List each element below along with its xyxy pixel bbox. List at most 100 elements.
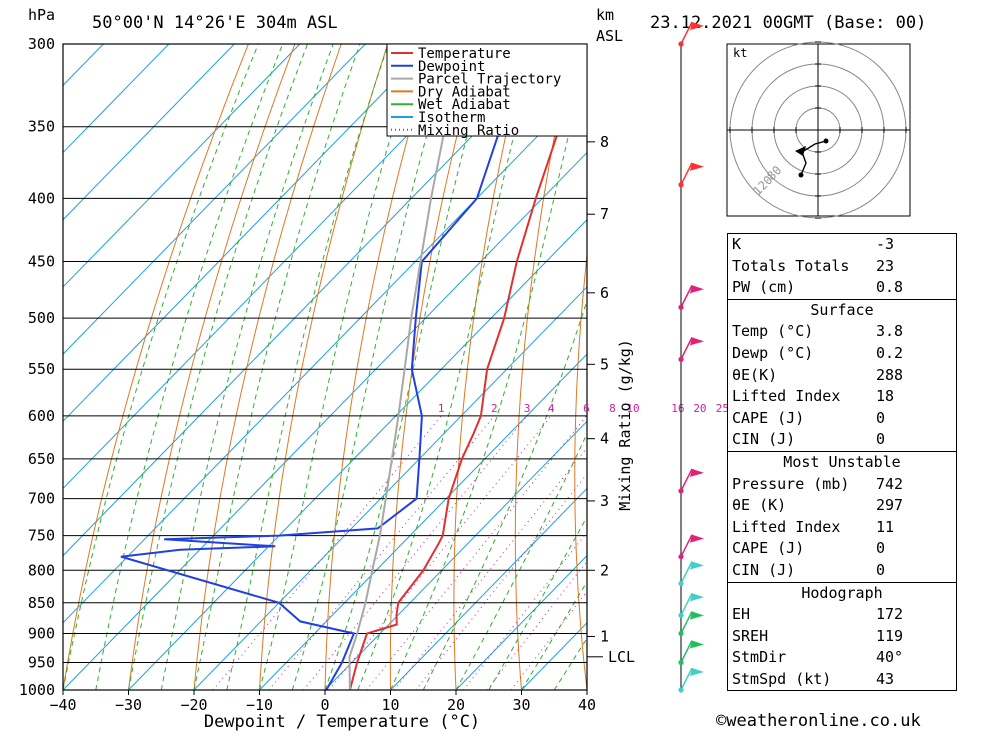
wind-barb-staff: [680, 561, 693, 584]
footer-credit[interactable]: ©weatheronline.co.uk: [716, 711, 921, 731]
x-tick-label: 20: [447, 696, 465, 714]
legend-entry: Temperature: [418, 46, 511, 62]
precipitable-water-row: PW (cm) 0.8: [732, 278, 904, 297]
wind-barb: [678, 561, 704, 587]
wind-barb-staff: [680, 592, 693, 616]
mixing-ratio-line: [303, 415, 528, 690]
x-tick-label: 40: [578, 696, 596, 714]
mixing-ratio-label: 1: [438, 402, 445, 415]
pressure-unit-label: hPa: [28, 6, 56, 24]
wind-barb: [678, 592, 704, 618]
height-unit-km: km: [596, 6, 615, 24]
wind-barb-staff: [680, 337, 693, 360]
wind-barb-flag: [690, 611, 704, 620]
dry-adiabat-line: [324, 44, 435, 690]
height-tick-label: 2: [600, 561, 609, 579]
wind-barb-flag: [690, 668, 704, 676]
mu-cape-row: CAPE (J) 0: [732, 539, 886, 558]
height-tick-label: 7: [600, 205, 609, 223]
pressure-tick-label: 600: [28, 407, 55, 425]
wet-adiabat-line: [193, 44, 361, 690]
isotherm-line: [63, 44, 432, 422]
pressure-tick-label: 850: [28, 594, 55, 612]
isotherm-line: [63, 44, 366, 355]
isotherm-line: [63, 44, 170, 154]
pressure-tick-label: 300: [28, 35, 55, 53]
wet-adiabat-line: [488, 515, 587, 690]
x-tick-label: 30: [512, 696, 530, 714]
hodograph-section-title: Hodograph: [728, 581, 956, 605]
wet-adiabat-line: [390, 55, 587, 690]
legend-entry: Mixing Ratio: [418, 123, 519, 139]
wind-barb: [678, 640, 704, 666]
surface-theta-e-row: θE(K) 288: [732, 365, 904, 384]
pressure-tick-label: 350: [28, 118, 55, 136]
isotherm-line: [193, 286, 587, 690]
mixing-ratio-label: 2: [491, 402, 498, 415]
height-tick-label: 3: [600, 492, 609, 510]
station-location: 50°00'N 14°26'E 304m ASL: [92, 13, 338, 33]
wind-barb-flag: [690, 561, 704, 570]
pressure-tick-label: 1000: [19, 681, 55, 699]
mu-theta-e-row: θE (K) 297: [732, 496, 904, 515]
wind-barb: [678, 337, 704, 362]
wind-barb: [678, 468, 704, 494]
hodograph-unit-label: kt: [733, 46, 747, 60]
wet-adiabat-line: [128, 44, 308, 690]
wind-barb: [678, 21, 704, 47]
mixing-ratio-line: [268, 415, 495, 690]
x-tick-label: −10: [246, 696, 273, 714]
mu-cin-row: CIN (J) 0: [732, 560, 886, 579]
wet-adiabat-line: [291, 44, 454, 690]
hodograph-point: [823, 138, 829, 144]
x-axis-label: Dewpoint / Temperature (°C): [204, 712, 480, 732]
wind-barb-flag: [690, 468, 704, 477]
surface-lifted-index-row: Lifted Index 18: [732, 387, 895, 406]
surface-temp-row: Temp (°C) 3.8: [732, 322, 904, 341]
isotherm-line: [324, 420, 587, 690]
mixing-ratio-label: 10: [626, 402, 639, 415]
mixing-ratio-axis-label: Mixing Ratio (g/kg): [616, 339, 634, 511]
mixing-ratio-line: [393, 446, 587, 690]
pressure-tick-label: 900: [28, 624, 55, 642]
surface-dewp-row: Dewp (°C) 0.2: [732, 343, 904, 362]
x-tick-label: −40: [49, 696, 76, 714]
wind-barb-flag: [690, 22, 704, 30]
mixing-ratio-label: 8: [609, 402, 616, 415]
wind-barb-dot: [678, 659, 684, 666]
legend-entry: Parcel Trajectory: [418, 72, 561, 88]
k-index-row: K -3: [732, 235, 895, 253]
wind-barb-dot: [678, 630, 684, 637]
hodograph-point: [798, 172, 804, 178]
isotherm-line: [455, 554, 587, 690]
height-tick-label: 6: [600, 284, 609, 302]
sounding-datetime: 23.12.2021 00GMT (Base: 00): [650, 13, 927, 33]
wind-barb-flag: [690, 337, 704, 346]
wind-barb-staff: [680, 611, 693, 634]
wind-barb-staff: [680, 468, 693, 492]
height-tick-label: 5: [600, 355, 609, 373]
mixing-ratio-label: 20: [693, 402, 706, 415]
isotherm-line: [63, 44, 235, 221]
totals-totals-row: Totals Totals 23: [732, 256, 895, 275]
dry-adiabat-line: [688, 44, 718, 690]
mixing-ratio-label: 16: [671, 402, 684, 415]
wind-barb-flag: [690, 640, 704, 649]
pressure-tick-label: 750: [28, 527, 55, 545]
wind-barb-flag: [690, 285, 704, 294]
surface-section-title: Surface: [728, 298, 956, 322]
height-unit-asl: ASL: [596, 27, 624, 45]
mixing-ratio-label: 25: [716, 402, 729, 415]
lcl-label: LCL: [608, 648, 635, 666]
isotherm-line: [128, 219, 587, 690]
mixing-ratio-label: 4: [548, 402, 555, 415]
wind-barb: [678, 667, 704, 693]
isotherm-line: [63, 151, 587, 690]
hodograph-storm-motion-arrow: [795, 146, 806, 156]
mixing-ratio-label: 3: [524, 402, 531, 415]
wind-barb-staff: [680, 640, 693, 663]
wet-adiabat-line: [357, 44, 538, 690]
pressure-tick-label: 650: [28, 450, 55, 468]
legend-entry: Isotherm: [418, 110, 485, 126]
